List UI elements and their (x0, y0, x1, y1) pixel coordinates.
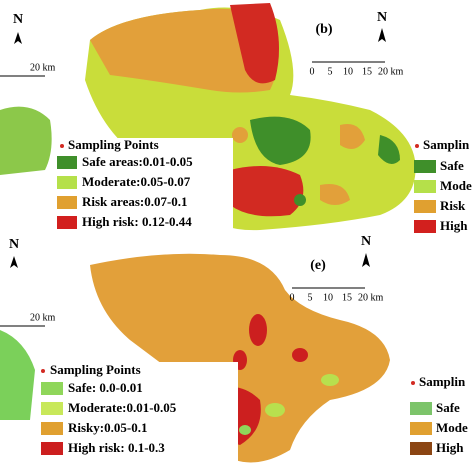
north: N (9, 237, 19, 252)
scale-tick: 15 (362, 66, 372, 77)
scale-tick: 0 (310, 66, 315, 77)
north: N (13, 12, 23, 27)
legend-title: Sampling Points (50, 362, 141, 377)
legend-item: Risk areas:0.07-0.1 (82, 194, 188, 209)
legend-e-right: Samplin Safe Mode High (410, 374, 468, 455)
scale-tick: 15 (342, 292, 352, 303)
arrow (378, 28, 386, 42)
legend-title: Samplin (419, 374, 466, 389)
map-edge (0, 330, 35, 420)
scale-tick: 10 (323, 292, 333, 303)
scale-label: 20 km (30, 62, 56, 73)
legend-title: Sampling Points (68, 137, 159, 152)
scale-tick: 0 (290, 292, 295, 303)
legend-item: Moderate:0.01-0.05 (68, 400, 177, 415)
panel-label: (e) (310, 258, 326, 273)
scale-tick: 5 (308, 292, 313, 303)
legend-b: Sampling Points Safe areas:0.01-0.05 Mod… (55, 137, 233, 234)
scale-label: 20 km (30, 312, 56, 323)
legend-item: Mode (440, 178, 472, 193)
legend-item: Moderate:0.05-0.07 (82, 174, 191, 189)
legend-item: High risk: 0.1-0.3 (68, 440, 165, 455)
legend-title: Samplin (423, 137, 470, 152)
legend-item: Safe areas:0.01-0.05 (82, 154, 193, 169)
panel-label: (b) (315, 22, 332, 37)
legend-item: Mode (436, 420, 468, 435)
legend-item: High risk: 0.12-0.44 (82, 214, 192, 229)
arrow (362, 253, 370, 267)
legend-item: High (440, 218, 468, 233)
map-edge (0, 106, 52, 175)
scale-tick: 20 km (378, 66, 404, 77)
scale-tick: 10 (343, 66, 353, 77)
arrow (14, 32, 22, 44)
legend-item: High (436, 440, 464, 455)
legend-item: Risky:0.05-0.1 (68, 420, 147, 435)
legend-item: Safe (440, 158, 464, 173)
scale-tick: 5 (328, 66, 333, 77)
legend-item: Risk (440, 198, 466, 213)
north: N (377, 10, 387, 25)
scale-tick: 20 km (358, 292, 384, 303)
legend-item: Safe: 0.0-0.01 (68, 380, 143, 395)
legend-e: Sampling Points Safe: 0.0-0.01 Moderate:… (38, 362, 238, 468)
arrow (10, 256, 18, 268)
legend-item: Safe (436, 400, 460, 415)
north: N (361, 234, 371, 249)
legend-b-right: Samplin Safe Mode Risk High (414, 137, 472, 233)
